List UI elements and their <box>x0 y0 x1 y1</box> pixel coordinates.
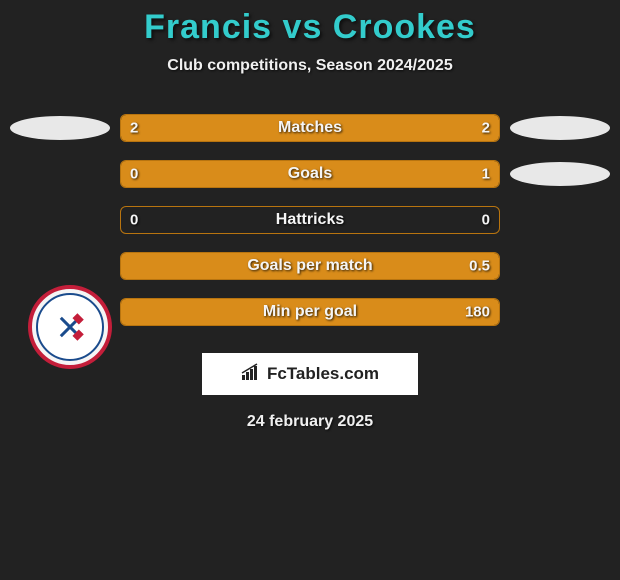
subtitle: Club competitions, Season 2024/2025 <box>0 57 620 75</box>
stat-bar: 2 Matches 2 <box>120 114 500 142</box>
player-badge-right <box>510 162 610 186</box>
stat-label: Matches <box>278 119 342 137</box>
stat-row: 0 Hattricks 0 <box>0 197 620 243</box>
stat-right-value: 1 <box>482 166 490 183</box>
stat-bar: 0 Hattricks 0 <box>120 206 500 234</box>
chart-icon <box>241 363 261 386</box>
player-badge-right <box>510 116 610 140</box>
stat-right-value: 0 <box>482 212 490 229</box>
stat-left-value: 0 <box>130 212 138 229</box>
stat-row: Goals per match 0.5 <box>0 243 620 289</box>
stat-left-value: 2 <box>130 120 138 137</box>
stat-left-value: 0 <box>130 166 138 183</box>
player-badge-left <box>10 116 110 140</box>
stat-label: Hattricks <box>276 211 344 229</box>
date-text: 24 february 2025 <box>0 413 620 431</box>
comparison-card: Francis vs Crookes Club competitions, Se… <box>0 0 620 431</box>
stat-row: 0 Goals 1 <box>0 151 620 197</box>
stat-right-value: 2 <box>482 120 490 137</box>
stat-label: Goals per match <box>247 257 372 275</box>
stats-block: 2 Matches 2 0 Goals 1 0 Hattricks 0 Goals per mat… <box>0 105 620 335</box>
stat-bar: 0 Goals 1 <box>120 160 500 188</box>
stat-bar: Min per goal 180 <box>120 298 500 326</box>
stat-row: 2 Matches 2 <box>0 105 620 151</box>
stat-right-value: 0.5 <box>469 258 490 275</box>
stat-label: Goals <box>288 165 332 183</box>
stat-label: Min per goal <box>263 303 357 321</box>
attribution-text: FcTables.com <box>267 364 379 384</box>
stat-bar: Goals per match 0.5 <box>120 252 500 280</box>
stat-right-value: 180 <box>465 304 490 321</box>
stat-row: Min per goal 180 <box>0 289 620 335</box>
page-title: Francis vs Crookes <box>0 8 620 47</box>
attribution-badge: FcTables.com <box>202 353 418 395</box>
